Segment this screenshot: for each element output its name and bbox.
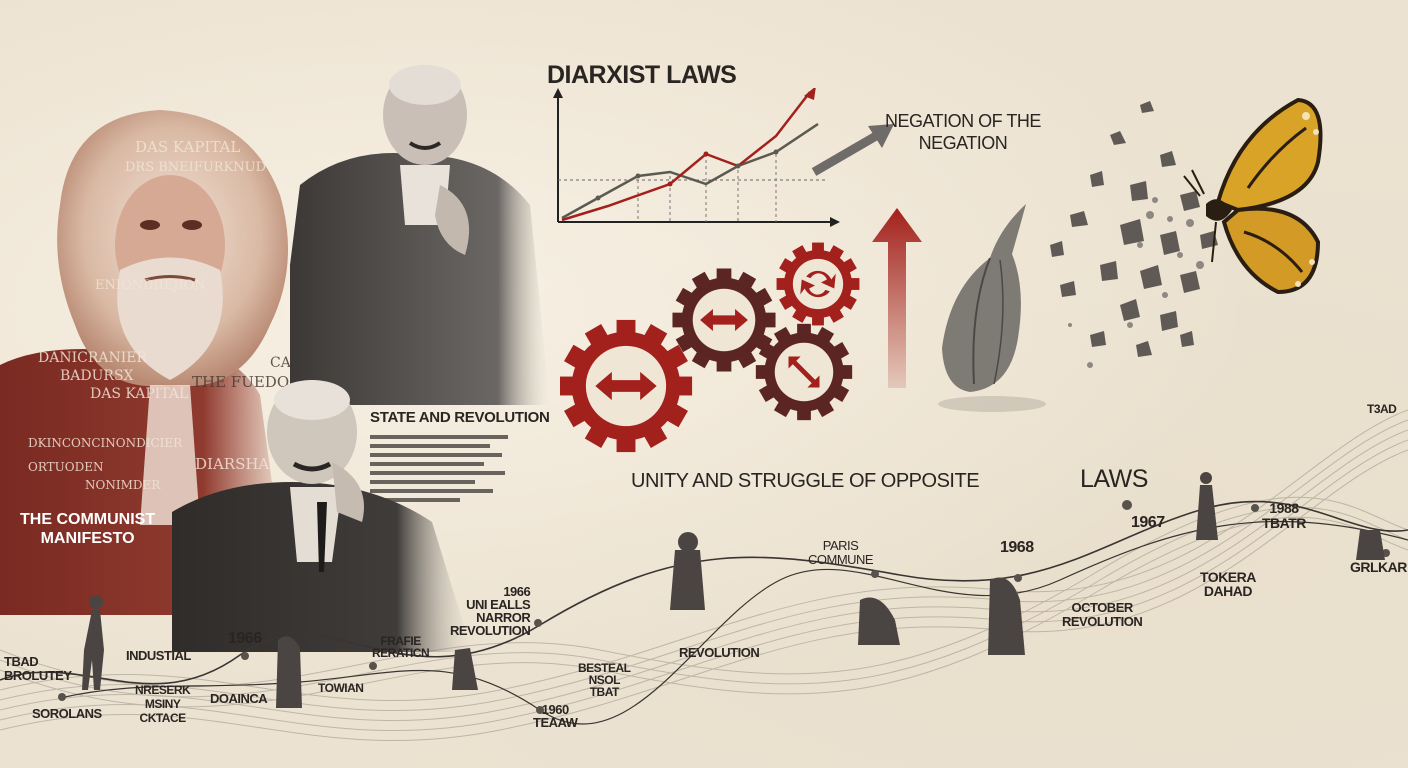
portrait-text-9: DKINCONCINONDICIER [28, 436, 183, 450]
timeline-label: INDUSTIAL [126, 648, 191, 663]
gear-icon [755, 323, 853, 421]
gear-icon [560, 319, 693, 453]
portrait-text-4: DANICRANIER [38, 350, 148, 366]
portrait-text-6: DAS KAPITAL [90, 386, 189, 402]
timeline-label: 1966 UNI EALLS NARROR REVOLUTION [450, 584, 531, 638]
statue-silhouette [670, 550, 705, 610]
lenin-portrait-bottom [172, 380, 472, 652]
timeline-label: T3AD [1367, 402, 1397, 416]
figure-silhouette [80, 604, 112, 690]
series-gray-line [561, 122, 819, 220]
series-red-line [561, 91, 811, 222]
red-arrow-head-icon [804, 88, 816, 100]
chrysalis-icon [938, 204, 1046, 412]
laws-chart-title: DIARXIST LAWS [547, 61, 737, 89]
timeline-label: SOROLANS [32, 706, 102, 721]
figure-silhouette [1196, 485, 1218, 540]
text-columns [370, 430, 520, 530]
figure-silhouette [1356, 530, 1385, 560]
communist-manifesto-label: THE COMMUNIST MANIFESTO [20, 511, 156, 547]
timeline-label: GRLKAR [1350, 559, 1407, 575]
y-axis-arrow-icon [553, 88, 563, 98]
timeline-label: 1967 [1131, 514, 1165, 531]
timeline-node [536, 706, 544, 714]
timeline-label: TOWIAN [318, 681, 364, 695]
timeline-node [369, 662, 377, 670]
portrait-text-2: DRS BNEIFURKNUD [125, 160, 267, 175]
gear-icon [672, 268, 776, 372]
timeline-node [871, 570, 879, 578]
timeline-label: 1966 [228, 630, 262, 647]
timeline-node [58, 693, 66, 701]
portrait-text-8: THE FUEDORI [192, 373, 307, 391]
marx-portrait [0, 110, 290, 615]
timeline-label: FRAFIE RERATICN [372, 634, 430, 660]
figure-silhouette [858, 597, 900, 645]
timeline-ribbon [0, 409, 1408, 742]
negation-arrow-icon [811, 124, 894, 176]
gears-group [560, 242, 860, 453]
timeline-label: NRESERK MSINY CKTACE [135, 683, 191, 725]
laws-line-chart [553, 88, 840, 227]
timeline-label: OCTOBER REVOLUTION [1062, 600, 1143, 629]
timeline-node [1014, 574, 1022, 582]
butterfly-icon [1183, 97, 1323, 295]
figure-silhouette [988, 577, 1025, 655]
laws-heading: LAWS [1080, 465, 1148, 493]
timeline-label: BESTEAL NSOL TBAT [578, 661, 631, 699]
portrait-text-11: ORTUODEN [28, 460, 104, 474]
timeline-label: REVOLUTION [679, 645, 760, 660]
unity-struggle-label: UNITY AND STRUGGLE OF OPPOSITE [631, 470, 980, 492]
timeline-label: PARIS COMMUNE [808, 538, 874, 567]
timeline-label: TOKERA DAHAD [1200, 569, 1256, 599]
negation-label: NEGATION OF THE NEGATION [885, 111, 1041, 153]
state-revolution-heading: STATE AND REVOLUTION [370, 409, 550, 426]
portrait-text-5: BADURSX [60, 368, 134, 384]
portrait-text-1: DAS KAPITAL [135, 138, 241, 156]
timeline-label: 1988 TBATR [1262, 500, 1306, 531]
portrait-text-10: DIARSHA [195, 455, 270, 473]
timeline-node [1251, 504, 1259, 512]
timeline-label: 1968 [1000, 539, 1034, 556]
lenin-portrait-top [290, 65, 550, 405]
x-axis-arrow-icon [830, 217, 840, 227]
figure-silhouette [276, 636, 302, 708]
timeline-node [241, 652, 249, 660]
timeline-label: 1960 TEAAW [533, 702, 578, 730]
figure-silhouette [452, 648, 478, 690]
fragments-scatter [1050, 101, 1218, 368]
arrow-up-icon [872, 208, 922, 388]
timeline-node [1122, 500, 1132, 510]
timeline-label: DOAINCA [210, 691, 268, 706]
timeline-node [534, 619, 542, 627]
portrait-text-3: ENIONDIIEJION [95, 278, 206, 293]
gear-icon [776, 242, 860, 326]
timeline-label: TBAD BROLUTEY [4, 654, 72, 683]
portrait-text-12: NONIMDER [85, 478, 161, 492]
